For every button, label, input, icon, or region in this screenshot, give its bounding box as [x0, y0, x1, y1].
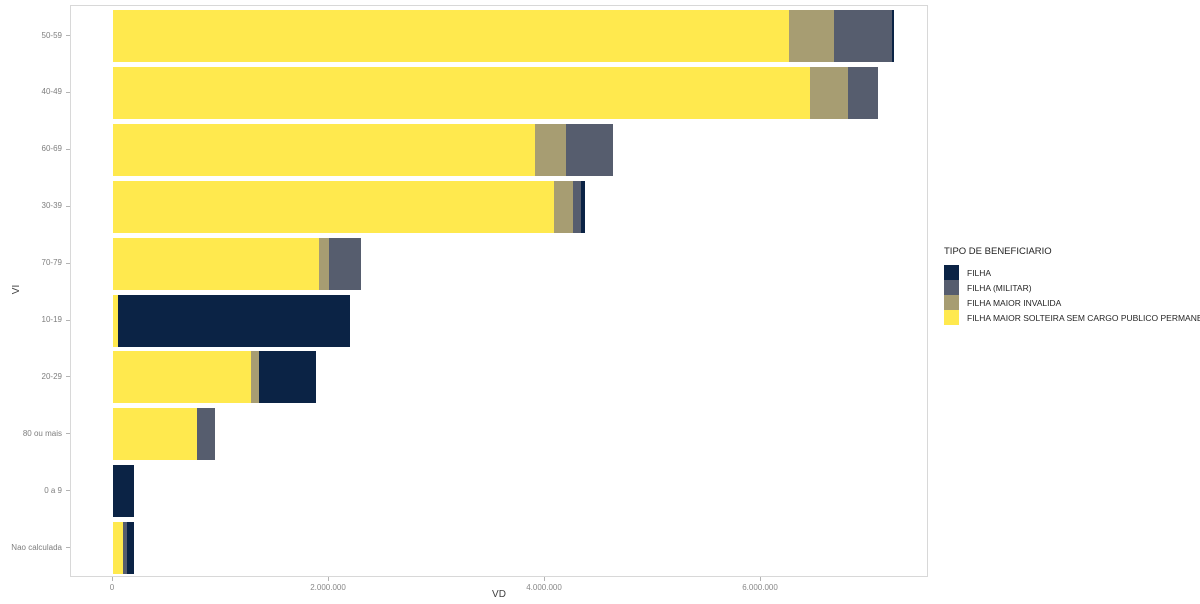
y-tick-mark [66, 148, 70, 150]
bar-segment [553, 180, 574, 233]
y-tick-label: Nao calculada [11, 542, 62, 552]
y-tick-label: 20-29 [41, 371, 62, 381]
legend-items: FILHA FILHA (MILITAR) FILHA MAIOR INVALIDA… [944, 265, 1200, 325]
legend-swatch [944, 295, 959, 310]
bar-segment [258, 351, 317, 404]
bar-segment [197, 408, 215, 461]
y-tick-label: 0 a 9 [44, 485, 62, 495]
y-tick-label: 30-39 [41, 201, 62, 211]
legend-swatch [944, 265, 959, 280]
y-tick-label: 10-19 [41, 315, 62, 324]
bar-segment [127, 522, 134, 575]
x-tick-label: 6.000.000 [742, 583, 778, 592]
legend-item-label: FILHA MAIOR INVALIDA [967, 297, 1062, 308]
bar-segment [122, 522, 128, 575]
x-tick-mark [760, 577, 761, 581]
legend-item: FILHA MAIOR SOLTEIRA SEM CARGO PUBLICO P… [944, 310, 1200, 325]
y-tick-mark [66, 205, 70, 207]
bar [113, 408, 215, 461]
bar-segment [251, 351, 259, 404]
x-tick-label: 0 [109, 583, 115, 592]
legend: TIPO DE BENEFICIARIO FILHA FILHA (MILITAR… [944, 246, 1200, 325]
bar-segment [113, 408, 198, 461]
legend-item: FILHA MAIOR INVALIDA [944, 295, 1200, 310]
y-tick-mark [66, 547, 70, 549]
legend-item: FILHA (MILITAR) [944, 280, 1200, 295]
y-tick-mark [66, 319, 70, 321]
bar-segment [113, 180, 554, 233]
bar-segment [809, 66, 849, 119]
x-tick-mark [544, 577, 545, 581]
bar-segment [113, 522, 123, 575]
bar-segment [535, 123, 566, 176]
x-axis-title: VD [492, 589, 506, 600]
y-tick-label: 50-59 [41, 30, 62, 40]
bar-segment [848, 66, 878, 119]
x-tick-label: 4.000.000 [526, 583, 562, 592]
x-tick-label: 2.000.000 [310, 583, 346, 592]
y-tick-mark [66, 35, 70, 36]
y-tick-mark [66, 433, 70, 435]
bar-segment [573, 180, 581, 233]
bar [113, 294, 350, 347]
bar [113, 237, 362, 290]
legend-item: FILHA [944, 265, 1200, 280]
y-tick-label: 60-69 [41, 144, 62, 154]
bar-segment [565, 123, 614, 176]
bar [113, 465, 134, 518]
bar [113, 351, 317, 404]
bar-segment [789, 10, 835, 62]
y-axis-title: VI [11, 284, 23, 295]
legend-item-label: FILHA MAIOR SOLTEIRA SEM CARGO PUBLICO P… [967, 312, 1200, 323]
x-tick-mark [112, 577, 113, 581]
y-tick-mark [66, 91, 70, 93]
bar [113, 123, 614, 176]
legend-title: TIPO DE BENEFICIARIO [944, 246, 1052, 257]
bar-segment [113, 237, 320, 290]
bar-segment [113, 66, 810, 119]
bar [113, 66, 878, 119]
plot-panel [70, 5, 928, 577]
bar-segment [113, 123, 536, 176]
bar-segment [118, 294, 350, 347]
y-tick-mark [66, 376, 70, 378]
bar-segment [328, 237, 362, 290]
y-tick-mark [66, 262, 70, 264]
bar-segment [319, 237, 329, 290]
y-tick-label: 40-49 [41, 87, 62, 97]
legend-item-label: FILHA (MILITAR) [967, 282, 1032, 293]
y-tick-label: 80 ou mais [22, 428, 62, 438]
legend-item-label: FILHA [967, 267, 992, 278]
bar-segment [834, 10, 892, 62]
bar [113, 522, 134, 575]
bar-segment [113, 465, 134, 518]
y-tick-label: 70-79 [41, 258, 62, 268]
y-tick-mark [66, 490, 70, 492]
bar-segment [113, 351, 252, 404]
bar-segment [113, 10, 790, 62]
bar [113, 180, 585, 233]
bar-segment [580, 180, 585, 233]
bar [113, 10, 894, 62]
bar-segment [113, 294, 119, 347]
legend-swatch [944, 280, 959, 295]
x-tick-mark [328, 577, 329, 581]
bar-segment [891, 10, 894, 62]
legend-swatch [944, 310, 959, 325]
